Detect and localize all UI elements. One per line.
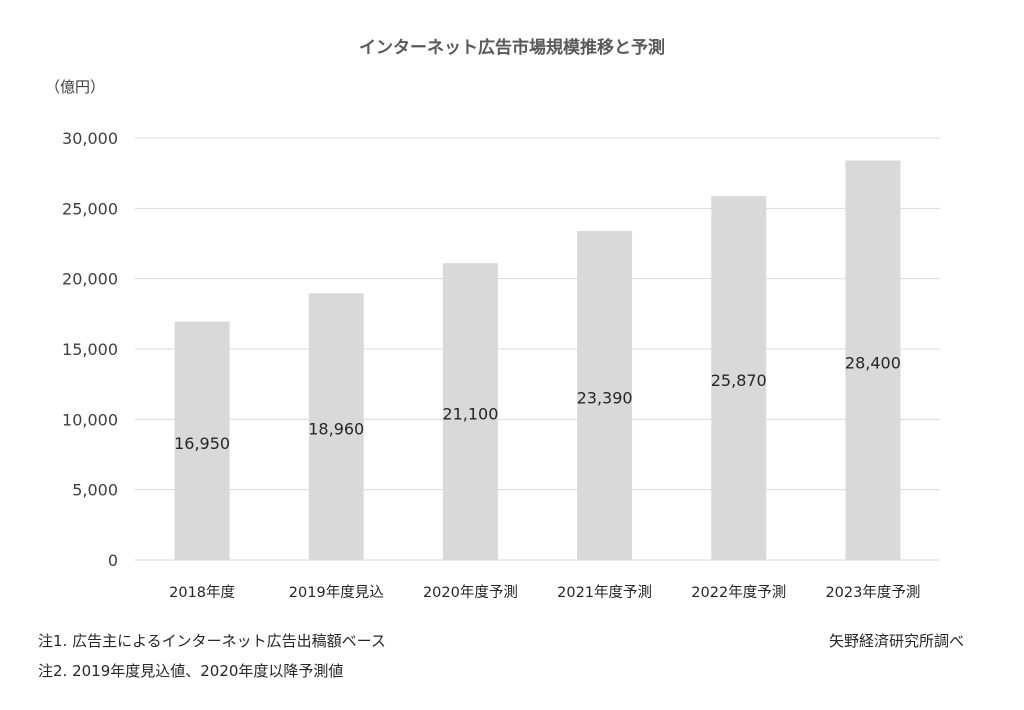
bar-value-label: 21,100 [442, 405, 498, 424]
bar [711, 196, 767, 560]
x-axis-ticks: 2018年度 2019年度見込 2020年度予測 2021年度予測 2022年度予測 20… [169, 584, 920, 601]
bar [174, 321, 230, 560]
y-tick-label: 20,000 [62, 270, 118, 289]
bar [577, 230, 633, 561]
x-tick-label: 2019年度見込 [289, 584, 384, 601]
footnote-1: 注1. 広告主によるインターネット広告出稿額ベース [38, 632, 386, 650]
x-tick-label: 2021年度予測 [557, 584, 652, 601]
bar-value-label: 28,400 [845, 353, 901, 372]
bar [308, 293, 364, 560]
bar-value-label: 25,870 [711, 371, 767, 390]
x-tick-label: 2022年度予測 [691, 584, 786, 601]
footnote-2: 注2. 2019年度見込値、2020年度以降予測値 [38, 662, 344, 680]
bar-value-label: 18,960 [308, 420, 364, 439]
data-labels: 16,950 18,960 21,100 23,390 25,870 28,400 [174, 353, 901, 453]
y-tick-label: 15,000 [62, 340, 118, 359]
bar [845, 160, 901, 561]
bar-value-label: 16,950 [174, 434, 230, 453]
y-tick-label: 10,000 [62, 410, 118, 429]
bars [174, 160, 901, 561]
x-tick-label: 2023年度予測 [825, 584, 920, 601]
y-tick-label: 30,000 [62, 129, 118, 148]
bar-value-label: 23,390 [577, 388, 633, 407]
y-axis-ticks: 0 5,000 10,000 15,000 20,000 25,000 30,000 [62, 129, 118, 570]
y-tick-label: 5,000 [72, 481, 118, 500]
x-tick-label: 2018年度 [169, 584, 235, 601]
source-credit: 矢野経済研究所調べ [828, 632, 964, 650]
x-tick-label: 2020年度予測 [423, 584, 518, 601]
y-tick-label: 0 [108, 551, 118, 570]
gridlines [135, 137, 940, 561]
chart-title: インターネット広告市場規模推移と予測 [359, 38, 665, 58]
y-axis-unit-label: （億円） [45, 78, 106, 96]
y-tick-label: 25,000 [62, 199, 118, 218]
bar [442, 263, 498, 560]
